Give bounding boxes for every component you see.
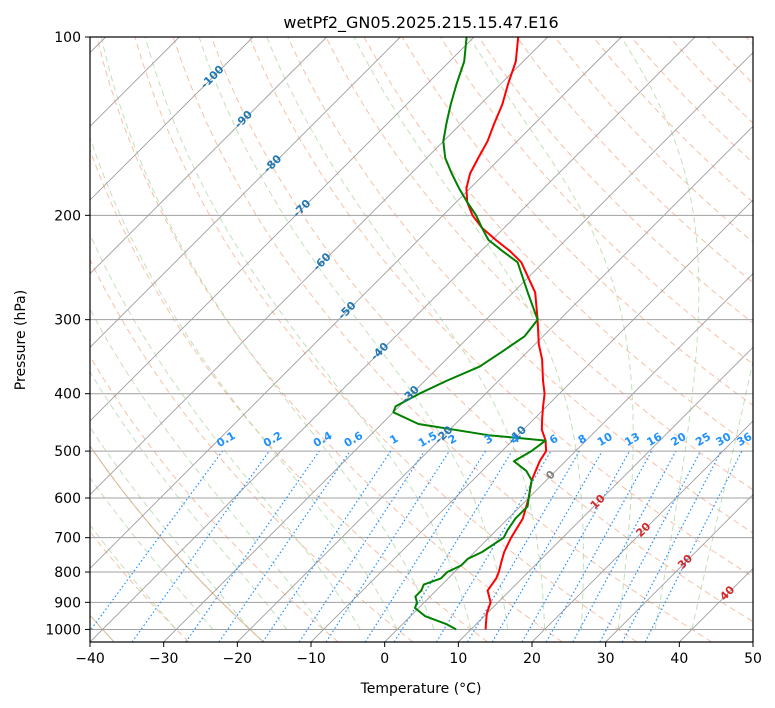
x-tick-label: −10 [296,651,326,667]
mixing-ratio-line [325,450,450,642]
dry-adiabat [287,37,753,534]
moist-adiabat [90,426,251,630]
dry-adiabat [90,258,414,642]
x-tick-label: 50 [744,651,762,667]
moist-adiabat [90,135,398,630]
isotherm-line [90,37,401,348]
moist-adiabat [469,37,634,630]
chart-title: wetPf2_GN05.2025.215.15.47.E16 [283,13,558,33]
isotherm-line [90,37,622,569]
plot-background [90,37,753,642]
x-tick-label: 10 [449,651,467,667]
x-tick-label: 0 [380,651,389,667]
dry-adiabat [516,37,753,284]
isotherm-line [310,199,753,642]
mixing-ratio-line [491,450,603,642]
y-tick-label: 600 [54,491,81,507]
x-tick-label: 20 [523,651,541,667]
moist-adiabat [353,37,584,630]
axes: −40 −30 −20 −10 0 10 20 30 40 50 100 200 300 400 500 60… [45,30,762,667]
x-tick-label: −20 [223,651,253,667]
moist-adiabat [90,308,324,630]
moist-adiabat [90,232,361,630]
dry-adiabat [172,37,712,642]
y-tick-label: 300 [54,313,81,329]
series-line-0 [465,37,548,630]
x-tick-label: 30 [597,651,615,667]
background-lines [90,37,753,642]
isotherm-line [90,37,254,201]
x-tick-label: −40 [75,651,105,667]
plot-frame [89,36,754,643]
isotherm-line [752,641,753,642]
mixing-ratio-line [185,450,320,642]
y-tick-label: 1000 [45,622,81,638]
isotherm-line [237,125,753,642]
y-tick-label: 400 [54,387,81,403]
moist-adiabat [144,37,472,630]
moist-adiabat [90,524,177,630]
isotherm-line [458,346,753,642]
y-tick-label: 900 [54,595,81,611]
isotherm-line [163,52,753,642]
moist-adiabat [691,358,753,630]
dry-adiabat [90,445,264,642]
y-axis-title: Pressure (hPa) [13,290,29,390]
x-tick-label: −30 [149,651,179,667]
moist-adiabat [266,37,546,630]
isotherm-line [90,37,548,496]
moist-adiabat [90,370,288,630]
isotherm-line [605,494,753,642]
data-series [392,37,548,631]
moist-adiabat [620,37,700,630]
y-tick-label: 800 [54,565,81,581]
isotherm-line [384,273,753,642]
isotherm-line [90,37,475,422]
y-tick-label: 100 [54,30,81,46]
moist-adiabat [198,37,509,630]
moist-adiabat [90,476,214,630]
mixing-ratio-line [393,450,513,642]
isotherm-line [90,37,696,642]
dry-adiabat [134,37,638,642]
x-axis-title: Temperature (°C) [360,681,482,697]
isotherm-line [90,37,327,275]
series-line-1 [392,37,547,631]
dry-adiabat [325,37,753,491]
moist-adiabat [100,37,435,630]
dry-adiabat [96,37,563,642]
isotherm-line [531,420,753,642]
dry-adiabat [249,37,753,578]
mixing-ratio-line [545,450,653,642]
dry-adiabat [90,355,339,642]
mixing-ratio-line [521,450,631,642]
y-tick-label: 200 [54,208,81,224]
dry-adiabat [210,37,753,623]
y-tick-label: 500 [54,444,81,460]
mixing-ratio-line [218,450,351,642]
mixing-ratio-line [466,450,580,642]
mixing-ratio-line [572,450,677,642]
y-tick-label: 700 [54,531,81,547]
mixing-ratio-line [364,450,486,642]
x-tick-label: 40 [670,651,688,667]
